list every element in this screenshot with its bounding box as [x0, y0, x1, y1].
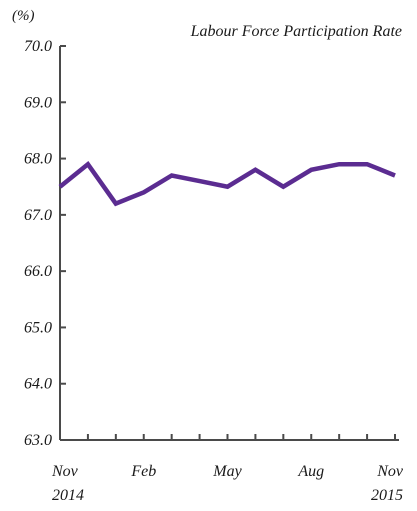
- x-tick-label: Nov: [51, 463, 79, 480]
- x-tick-label: Nov: [376, 463, 404, 480]
- y-tick-label: 68.0: [24, 151, 52, 168]
- x-tick-label-year: 2015: [371, 487, 403, 504]
- y-tick-label: 69.0: [24, 94, 52, 111]
- y-tick-label: 67.0: [24, 207, 52, 224]
- series-line: [58, 160, 396, 207]
- x-tick-label-year: 2014: [52, 487, 84, 504]
- x-tick-labels: Nov 2014 Feb May Aug Nov 2015: [51, 463, 404, 504]
- x-tick-label: May: [212, 463, 242, 480]
- y-tick-label: 63.0: [24, 432, 52, 449]
- y-tick-label: 70.0: [24, 38, 52, 55]
- y-tick-label: 64.0: [24, 376, 52, 393]
- y-tick-labels: 63.0 64.0 65.0 66.0 67.0 68.0 69.0 70.0: [24, 38, 52, 449]
- y-unit-label: (%): [12, 8, 35, 24]
- y-tick-label: 66.0: [24, 263, 52, 280]
- axes: [59, 45, 399, 441]
- x-tick-label: Aug: [297, 463, 324, 480]
- series-layer: [58, 160, 396, 207]
- chart-title: Labour Force Participation Rate: [190, 23, 402, 40]
- x-tick-label: Feb: [130, 463, 156, 480]
- y-tick-label: 65.0: [24, 319, 52, 336]
